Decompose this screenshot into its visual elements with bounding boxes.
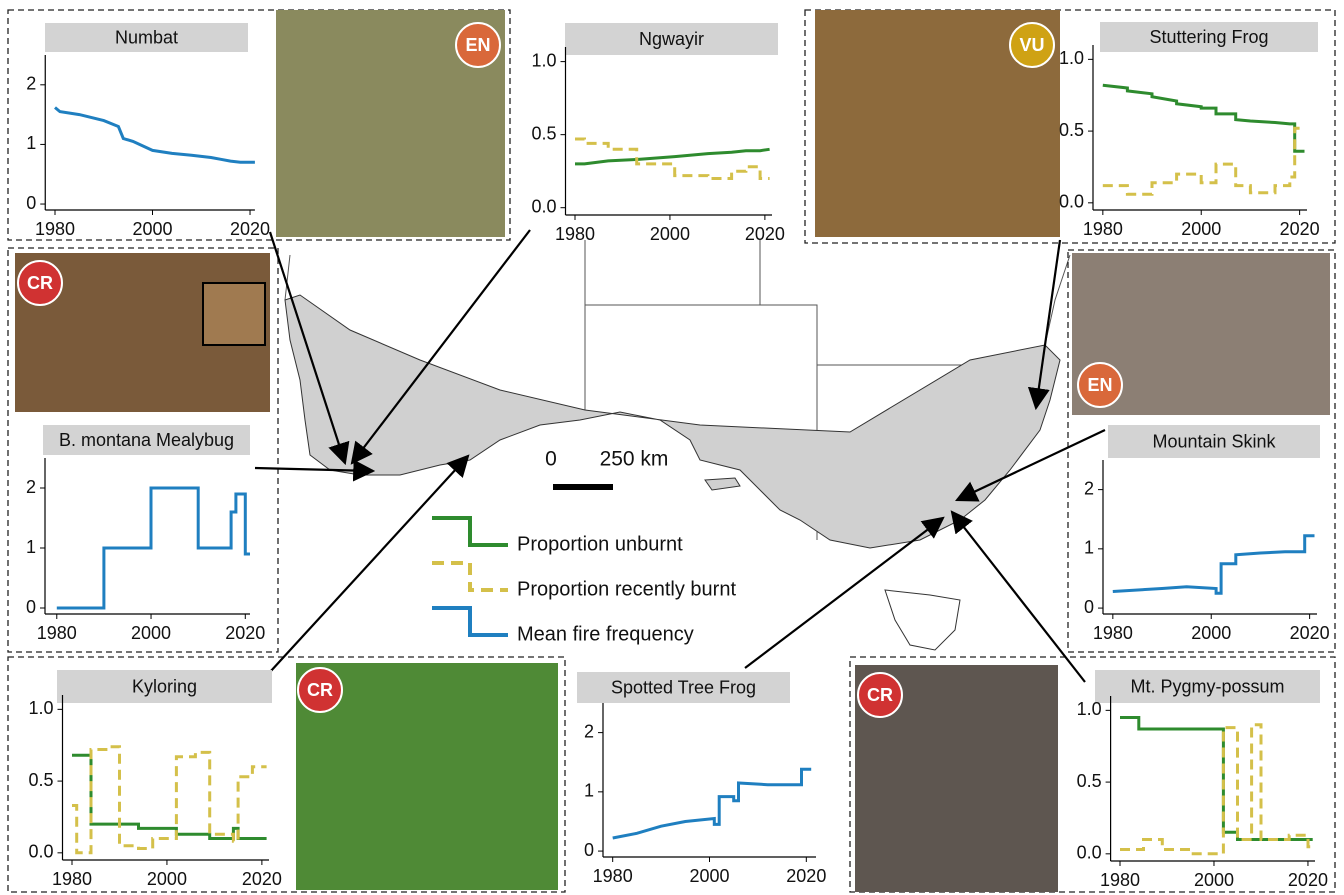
y-tick-label: 0 <box>1084 597 1094 617</box>
tasmania <box>885 590 960 650</box>
panel-title: Kyloring <box>132 676 197 696</box>
series-line <box>613 769 812 838</box>
status-label: CR <box>307 680 333 700</box>
status-label: VU <box>1019 35 1044 55</box>
panel-title: B. montana Mealybug <box>59 430 234 450</box>
y-tick-label: 0 <box>26 597 36 617</box>
series-line <box>1103 128 1305 194</box>
y-tick-label: 1 <box>1084 538 1094 558</box>
x-tick-label: 2020 <box>745 224 785 244</box>
y-tick-label: 0.5 <box>1077 771 1102 791</box>
x-tick-label: 2020 <box>1290 623 1330 643</box>
figure: 0 250 km EN VU CR EN CR CR Proportion unburnt P… <box>0 0 1344 895</box>
x-tick-label: 2000 <box>131 623 171 643</box>
x-tick-label: 2020 <box>786 866 826 886</box>
y-tick-label: 0.0 <box>1077 843 1102 863</box>
legend-swatch <box>432 563 508 590</box>
y-tick-label: 1.0 <box>1059 48 1084 68</box>
x-tick-label: 2000 <box>1181 219 1221 239</box>
scale-label: 250 km <box>600 448 669 471</box>
x-tick-label: 2020 <box>242 869 282 889</box>
panel-title: Stuttering Frog <box>1149 27 1268 47</box>
x-tick-label: 2000 <box>1194 870 1234 890</box>
series-line <box>575 149 770 164</box>
series-line <box>1103 85 1305 151</box>
photo-inset <box>203 283 265 345</box>
legend-label: Proportion unburnt <box>517 533 683 555</box>
series-line <box>72 747 267 853</box>
status-label: CR <box>867 685 893 705</box>
x-tick-label: 2000 <box>650 224 690 244</box>
y-tick-label: 1 <box>26 133 36 153</box>
y-tick-label: 2 <box>26 477 36 497</box>
panel-title: Numbat <box>115 27 178 47</box>
x-tick-label: 1980 <box>52 869 92 889</box>
x-tick-label: 1980 <box>555 224 595 244</box>
series-line <box>57 488 250 608</box>
x-tick-label: 2000 <box>147 869 187 889</box>
legend-label: Mean fire frequency <box>517 623 694 645</box>
series-line <box>1120 718 1313 840</box>
panel-title: Mt. Pygmy-possum <box>1130 676 1284 696</box>
y-tick-label: 2 <box>584 721 594 741</box>
y-tick-label: 2 <box>1084 478 1094 498</box>
series-line <box>1113 536 1315 594</box>
y-tick-label: 0.0 <box>531 196 556 216</box>
x-tick-label: 1980 <box>1100 870 1140 890</box>
status-label: CR <box>27 273 53 293</box>
y-tick-label: 1 <box>26 537 36 557</box>
x-tick-label: 1980 <box>37 623 77 643</box>
status-label: EN <box>1087 375 1112 395</box>
panel-title: Ngwayir <box>639 29 704 49</box>
x-tick-label: 2000 <box>1191 623 1231 643</box>
status-label: EN <box>465 35 490 55</box>
legend-swatch <box>432 608 508 635</box>
scale-label: 0 <box>545 448 557 471</box>
x-tick-label: 1980 <box>1093 623 1133 643</box>
y-tick-label: 2 <box>26 74 36 94</box>
y-tick-label: 1.0 <box>28 698 53 718</box>
y-tick-label: 0.0 <box>1059 192 1084 212</box>
x-tick-label: 2020 <box>1280 219 1320 239</box>
legend-swatch <box>432 518 508 545</box>
y-tick-label: 1.0 <box>1077 699 1102 719</box>
study-region <box>285 295 1060 548</box>
scale-bar <box>553 484 613 490</box>
panel-title: Spotted Tree Frog <box>611 677 756 697</box>
x-tick-label: 2000 <box>689 866 729 886</box>
y-tick-label: 0.5 <box>28 770 53 790</box>
x-tick-label: 2020 <box>225 623 265 643</box>
y-tick-label: 0 <box>584 840 594 860</box>
x-tick-label: 1980 <box>1083 219 1123 239</box>
x-tick-label: 1980 <box>35 219 75 239</box>
x-tick-label: 1980 <box>593 866 633 886</box>
panel-title: Mountain Skink <box>1152 431 1276 451</box>
y-tick-label: 0.5 <box>1059 120 1084 140</box>
legend-label: Proportion recently burnt <box>517 578 736 600</box>
y-tick-label: 1 <box>584 781 594 801</box>
series-line <box>72 755 267 838</box>
y-tick-label: 1.0 <box>531 50 556 70</box>
y-tick-label: 0 <box>26 193 36 213</box>
series-line <box>575 139 770 179</box>
series-line <box>55 108 255 163</box>
series-line <box>1120 725 1313 854</box>
y-tick-label: 0.0 <box>28 842 53 862</box>
x-tick-label: 2020 <box>230 219 270 239</box>
x-tick-label: 2000 <box>132 219 172 239</box>
x-tick-label: 2020 <box>1288 870 1328 890</box>
y-tick-label: 0.5 <box>531 123 556 143</box>
kangaroo-island <box>705 478 740 490</box>
